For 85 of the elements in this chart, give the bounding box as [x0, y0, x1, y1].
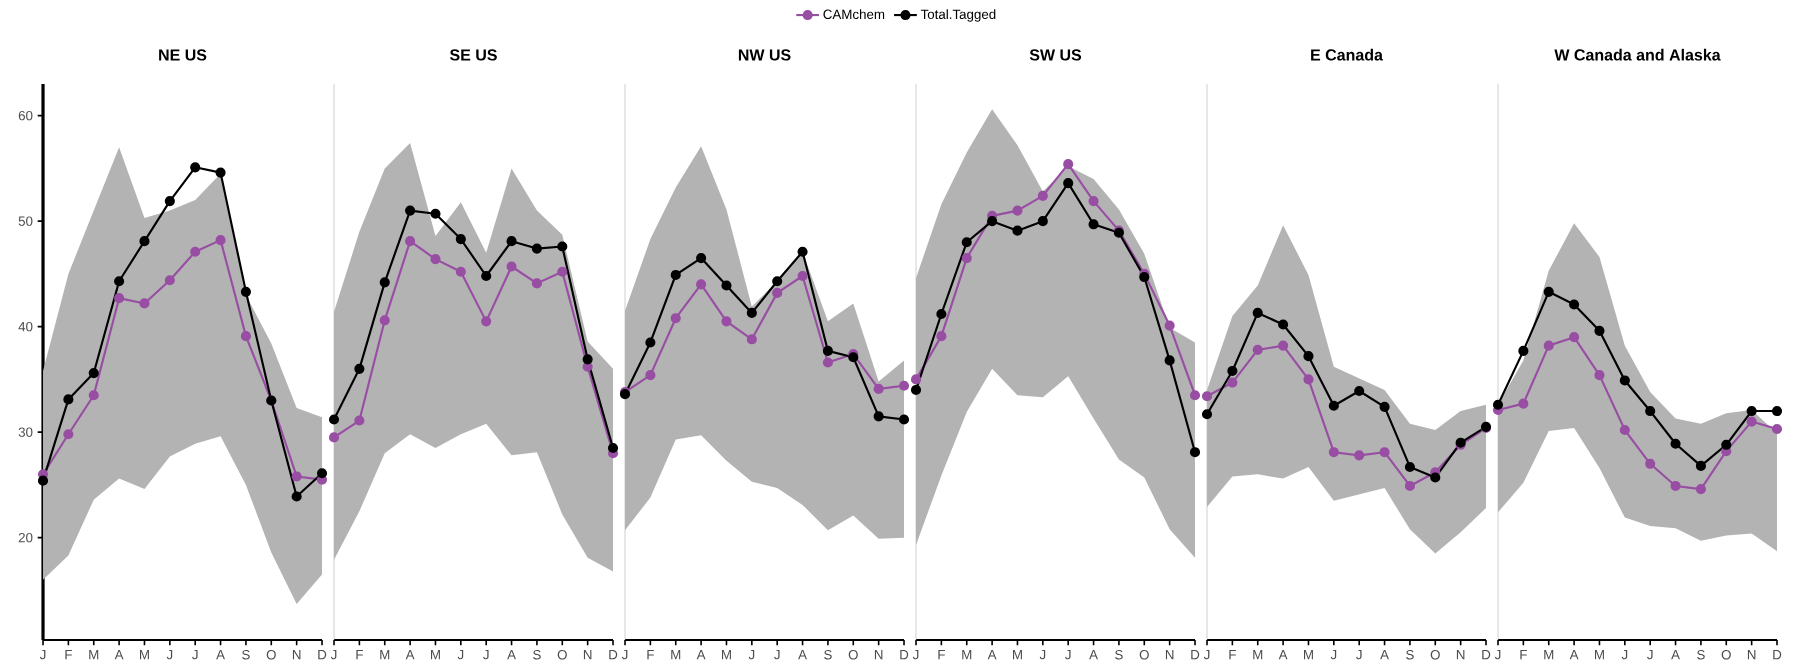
x-tick-label: J: [1621, 650, 1628, 660]
y-tick-label: 20: [18, 532, 33, 543]
chart-title: W Canada and Alaska: [1554, 48, 1721, 61]
x-tick-label: M: [380, 650, 390, 660]
x-tick-label: A: [114, 650, 124, 660]
legend-label: CAMchem: [823, 9, 885, 19]
x-tick-label: J: [1494, 650, 1501, 660]
x-tick-label: A: [987, 650, 997, 660]
x-tick-label: M: [1304, 650, 1313, 660]
x-tick-label: J: [1647, 650, 1653, 660]
x-tick-label: J: [621, 650, 628, 660]
x-tick-label: M: [1544, 650, 1554, 660]
x-tick-label: A: [507, 650, 516, 660]
x-tick-label: A: [1380, 650, 1389, 660]
x-tick-label: F: [938, 650, 945, 660]
chart-title: SW US: [1029, 49, 1082, 61]
x-tick-label: J: [457, 650, 464, 660]
x-tick-label: S: [1406, 650, 1414, 660]
x-tick-label: A: [405, 650, 415, 660]
x-tick-label: O: [266, 650, 276, 660]
y-tick-label: 60: [18, 110, 33, 121]
chart-title: NE US: [159, 49, 207, 61]
x-tick-label: F: [647, 650, 654, 660]
x-tick-label: J: [1330, 650, 1337, 660]
x-tick-label: J: [774, 650, 780, 660]
x-tick-label: N: [1165, 650, 1174, 660]
x-tick-label: M: [1013, 650, 1022, 660]
y-tick-label: 40: [18, 321, 33, 332]
x-tick-label: N: [292, 650, 301, 660]
x-tick-label: D: [900, 650, 909, 660]
x-tick-label: J: [166, 650, 173, 660]
x-tick-label: D: [1773, 650, 1782, 660]
x-tick-label: D: [318, 650, 327, 660]
x-tick-label: F: [1520, 650, 1527, 660]
x-tick-label: S: [824, 650, 832, 660]
x-tick-label: A: [1278, 650, 1288, 660]
x-tick-label: O: [1721, 650, 1731, 660]
x-tick-label: M: [1253, 650, 1263, 660]
x-tick-label: O: [848, 650, 858, 660]
x-tick-label: O: [1430, 650, 1440, 660]
chart-title: E Canada: [1311, 48, 1384, 61]
x-tick-label: J: [1203, 650, 1210, 660]
x-tick-label: J: [39, 650, 46, 660]
x-tick-label: N: [874, 650, 883, 660]
x-tick-label: D: [1191, 650, 1200, 660]
x-tick-label: M: [671, 650, 681, 660]
x-tick-label: J: [912, 650, 919, 660]
y-tick-label: 30: [18, 427, 33, 437]
x-tick-label: D: [609, 650, 618, 660]
x-tick-label: F: [1229, 650, 1236, 660]
x-tick-label: M: [89, 650, 99, 660]
x-tick-label: J: [330, 650, 337, 660]
legend-label: Total.Tagged: [920, 9, 996, 22]
x-tick-label: J: [748, 650, 755, 660]
x-tick-label: M: [1595, 650, 1604, 660]
x-tick-label: O: [1139, 650, 1149, 660]
x-tick-label: D: [1482, 650, 1491, 660]
x-tick-label: M: [431, 650, 440, 660]
x-tick-label: A: [1671, 650, 1680, 660]
x-tick-label: N: [583, 650, 592, 660]
x-tick-label: A: [1569, 650, 1579, 660]
y-tick-label: 50: [18, 216, 33, 226]
x-tick-label: A: [1089, 650, 1098, 660]
x-tick-label: J: [1356, 650, 1362, 660]
x-tick-label: A: [798, 650, 807, 660]
x-tick-label: S: [1697, 650, 1705, 660]
x-tick-label: M: [962, 650, 972, 660]
x-tick-label: M: [722, 650, 731, 660]
chart-title: SE US: [449, 49, 497, 61]
x-tick-label: S: [533, 650, 541, 660]
x-tick-label: J: [192, 650, 198, 660]
x-tick-label: S: [1115, 650, 1123, 660]
x-tick-label: N: [1456, 650, 1465, 660]
x-tick-label: F: [65, 650, 72, 660]
x-tick-label: A: [696, 650, 706, 660]
x-tick-label: J: [1039, 650, 1046, 660]
chart-title: NW US: [738, 49, 791, 61]
x-tick-label: S: [242, 650, 250, 660]
x-tick-label: M: [140, 650, 149, 660]
x-tick-label: J: [1065, 650, 1071, 660]
x-tick-label: F: [356, 650, 363, 660]
x-tick-label: N: [1747, 650, 1756, 660]
x-tick-label: O: [557, 650, 567, 660]
x-tick-label: A: [216, 650, 225, 660]
x-tick-label: J: [483, 650, 489, 660]
